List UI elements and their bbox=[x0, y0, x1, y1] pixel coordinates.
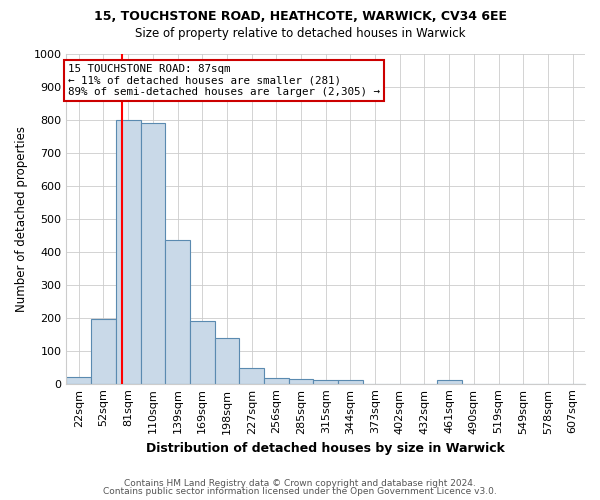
Bar bbox=[190, 321, 215, 384]
Bar bbox=[91, 320, 116, 384]
Bar bbox=[140, 123, 165, 384]
Bar bbox=[239, 368, 264, 384]
Bar bbox=[215, 338, 239, 384]
Bar bbox=[338, 380, 363, 384]
Text: Contains HM Land Registry data © Crown copyright and database right 2024.: Contains HM Land Registry data © Crown c… bbox=[124, 478, 476, 488]
Text: Size of property relative to detached houses in Warwick: Size of property relative to detached ho… bbox=[135, 28, 465, 40]
Text: 15 TOUCHSTONE ROAD: 87sqm
← 11% of detached houses are smaller (281)
89% of semi: 15 TOUCHSTONE ROAD: 87sqm ← 11% of detac… bbox=[68, 64, 380, 97]
Bar bbox=[165, 240, 190, 384]
Y-axis label: Number of detached properties: Number of detached properties bbox=[15, 126, 28, 312]
Bar bbox=[437, 380, 461, 384]
Bar bbox=[67, 377, 91, 384]
Bar bbox=[264, 378, 289, 384]
Text: 15, TOUCHSTONE ROAD, HEATHCOTE, WARWICK, CV34 6EE: 15, TOUCHSTONE ROAD, HEATHCOTE, WARWICK,… bbox=[94, 10, 506, 23]
X-axis label: Distribution of detached houses by size in Warwick: Distribution of detached houses by size … bbox=[146, 442, 505, 455]
Bar bbox=[116, 120, 140, 384]
Text: Contains public sector information licensed under the Open Government Licence v3: Contains public sector information licen… bbox=[103, 488, 497, 496]
Bar bbox=[313, 380, 338, 384]
Bar bbox=[289, 380, 313, 384]
